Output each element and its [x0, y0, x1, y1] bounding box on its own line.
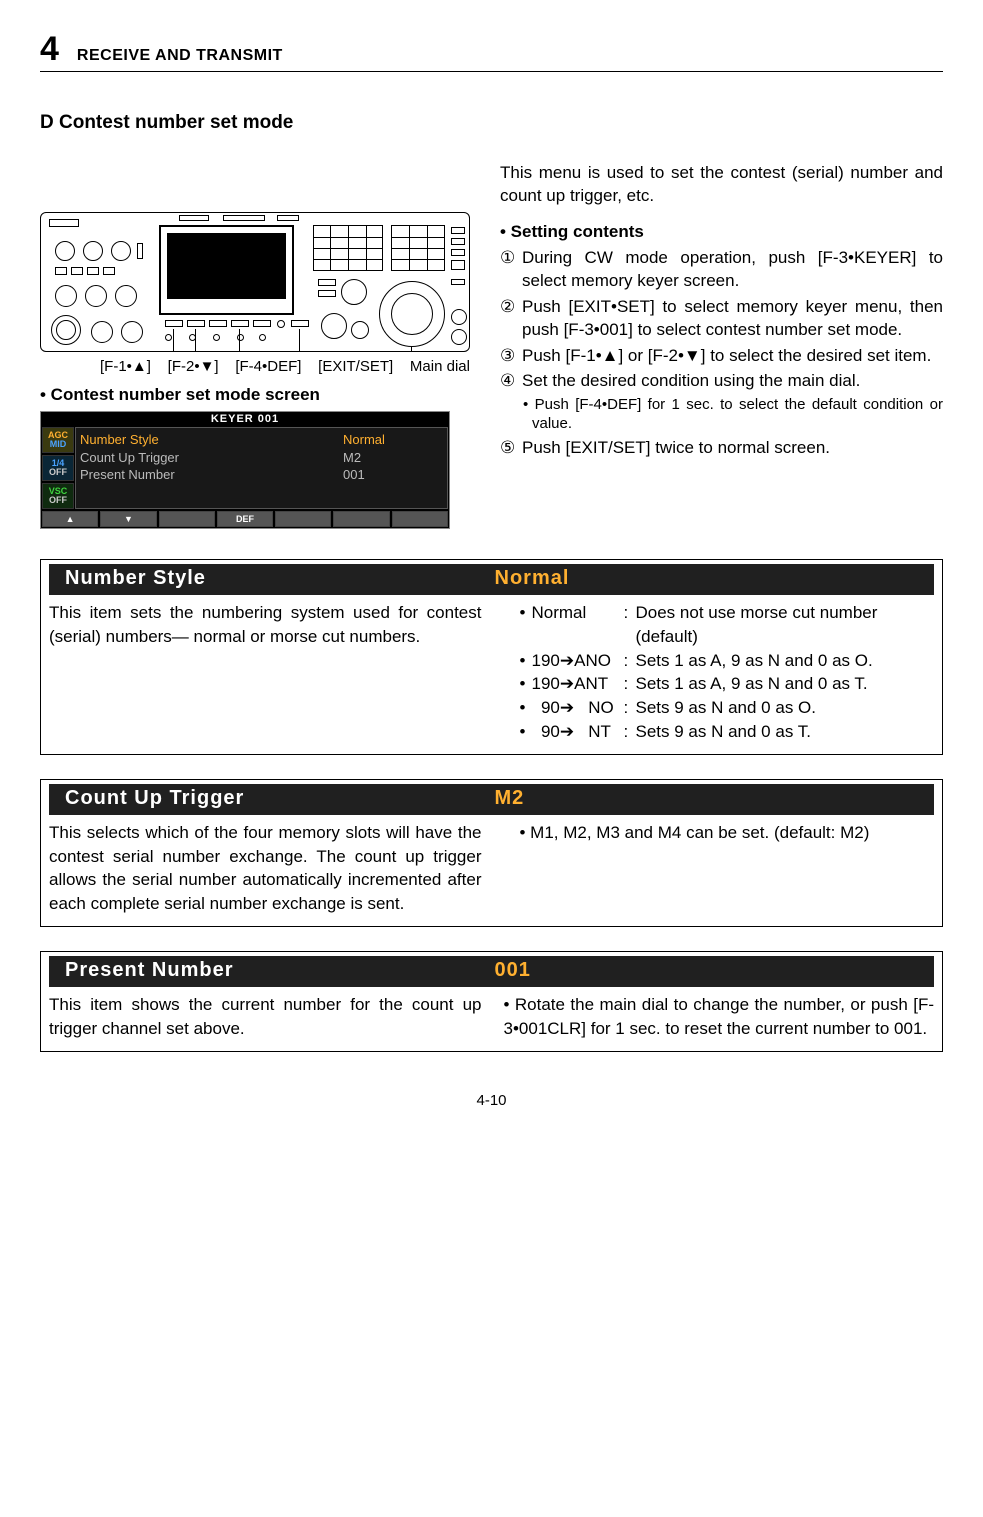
intro-paragraph: This menu is used to set the contest (se…: [500, 162, 943, 208]
setting-options: • M1, M2, M3 and M4 can be set. (default…: [502, 821, 935, 916]
step-item: ③ Push [F-1•▲] or [F-2•▼] to select the …: [500, 344, 943, 367]
setting-bar: Number Style Normal: [49, 564, 934, 595]
step-text: Set the desired condition using the main…: [522, 371, 860, 390]
chapter-title: RECEIVE AND TRANSMIT: [77, 47, 283, 65]
section-heading: D Contest number set mode: [40, 112, 943, 134]
setting-bar: Present Number 001: [49, 956, 934, 987]
softkey-button[interactable]: [333, 511, 389, 527]
screenshot-subheading: • Contest number set mode screen: [40, 385, 480, 405]
setting-options: • Rotate the main dial to change the num…: [502, 993, 935, 1041]
option-expl: Sets 9 as N and 0 as T.: [636, 720, 935, 744]
step-text: During CW mode operation, push [F-3•KEYE…: [522, 248, 943, 290]
row-label: Count Up Trigger: [80, 449, 343, 467]
option-key: Normal: [532, 601, 624, 649]
softkey-button[interactable]: [275, 511, 331, 527]
row-label: Number Style: [80, 431, 343, 449]
screenshot-row: Present Number 001: [80, 466, 443, 484]
setting-options: •Normal:Does not use morse cut number (d…: [502, 601, 935, 744]
side-label: OFF: [49, 468, 67, 477]
setting-desc: This item sets the numbering system used…: [49, 601, 482, 744]
chapter-header: 4 RECEIVE AND TRANSMIT: [40, 30, 943, 72]
diagram-label: [F-1•▲]: [100, 358, 151, 375]
softkey-button[interactable]: [392, 511, 448, 527]
setting-bar-label: Present Number: [65, 959, 495, 982]
row-value: 001: [343, 466, 443, 484]
step-text: Push [F-1•▲] or [F-2•▼] to select the de…: [522, 346, 931, 365]
screenshot-title: KEYER 001: [41, 412, 449, 426]
softkey-button[interactable]: DEF: [217, 511, 273, 527]
side-button[interactable]: 1/4 OFF: [42, 455, 74, 481]
step-marker: ②: [500, 295, 515, 318]
screenshot-row: Number Style Normal: [80, 431, 443, 449]
setting-desc: This item shows the current number for t…: [49, 993, 482, 1041]
option-row: • 90➔ NT:Sets 9 as N and 0 as T.: [502, 720, 935, 744]
steps-list: ① During CW mode operation, push [F-3•KE…: [500, 246, 943, 459]
step-item: ② Push [EXIT•SET] to select memory keyer…: [500, 295, 943, 342]
step-note: • Push [F-4•DEF] for 1 sec. to select th…: [522, 395, 943, 434]
softkey-button[interactable]: ▲: [42, 511, 98, 527]
row-value: M2: [343, 449, 443, 467]
setting-bar-label: Count Up Trigger: [65, 787, 495, 810]
softkey-button[interactable]: ▼: [100, 511, 156, 527]
option-expl: Does not use morse cut number (default): [636, 601, 935, 649]
setting-desc: This selects which of the four memory sl…: [49, 821, 482, 916]
keyer-screenshot: KEYER 001 AGC MID 1/4 OFF VSC OFF: [40, 411, 450, 529]
setting-bar-value: Normal: [495, 567, 925, 590]
step-text: Push [EXIT•SET] to select memory keyer m…: [522, 297, 943, 339]
step-text: Push [EXIT/SET] twice to normal screen.: [522, 438, 830, 457]
step-marker: ⑤: [500, 436, 515, 459]
setting-count-up-trigger: Count Up Trigger M2 This selects which o…: [40, 779, 943, 927]
setting-present-number: Present Number 001 This item shows the c…: [40, 951, 943, 1052]
diagram-label: Main dial: [410, 358, 470, 375]
option-expl: Sets 9 as N and 0 as O.: [636, 696, 935, 720]
diagram-label: [EXIT/SET]: [318, 358, 393, 375]
step-item: ⑤ Push [EXIT/SET] twice to normal screen…: [500, 436, 943, 459]
option-key: 190➔ANT: [532, 672, 624, 696]
side-label: MID: [50, 440, 67, 449]
option-expl: Sets 1 as A, 9 as N and 0 as T.: [636, 672, 935, 696]
option-key: 190➔ANO: [532, 649, 624, 673]
radio-line-diagram: [F-1•▲] [F-2•▼] [F-4•DEF] [EXIT/SET] Mai…: [40, 212, 480, 375]
setting-number-style: Number Style Normal This item sets the n…: [40, 559, 943, 755]
setting-bar-value: 001: [495, 959, 925, 982]
side-button[interactable]: AGC MID: [42, 427, 74, 453]
row-label: Present Number: [80, 466, 343, 484]
step-item: ① During CW mode operation, push [F-3•KE…: [500, 246, 943, 293]
row-value: Normal: [343, 431, 443, 449]
step-marker: ④: [500, 369, 515, 392]
side-button[interactable]: VSC OFF: [42, 483, 74, 509]
setting-contents-head: • Setting contents: [500, 222, 943, 242]
chapter-number: 4: [40, 30, 59, 69]
diagram-label: [F-4•DEF]: [235, 358, 301, 375]
option-key: 90➔ NO: [532, 696, 624, 720]
step-item: ④ Set the desired condition using the ma…: [500, 369, 943, 433]
step-marker: ①: [500, 246, 515, 269]
option-row: • 90➔ NO:Sets 9 as N and 0 as O.: [502, 696, 935, 720]
option-key: 90➔ NT: [532, 720, 624, 744]
option-row: •190➔ANT:Sets 1 as A, 9 as N and 0 as T.: [502, 672, 935, 696]
setting-bar-value: M2: [495, 787, 925, 810]
page-number: 4-10: [40, 1092, 943, 1109]
option-expl: Sets 1 as A, 9 as N and 0 as O.: [636, 649, 935, 673]
screenshot-row: Count Up Trigger M2: [80, 449, 443, 467]
side-label: OFF: [49, 496, 67, 505]
option-line: • Rotate the main dial to change the num…: [502, 993, 935, 1041]
option-row: •Normal:Does not use morse cut number (d…: [502, 601, 935, 649]
step-marker: ③: [500, 344, 515, 367]
softkey-button[interactable]: [159, 511, 215, 527]
option-line: • M1, M2, M3 and M4 can be set. (default…: [502, 821, 935, 845]
option-row: •190➔ANO:Sets 1 as A, 9 as N and 0 as O.: [502, 649, 935, 673]
diagram-label: [F-2•▼]: [168, 358, 219, 375]
setting-bar: Count Up Trigger M2: [49, 784, 934, 815]
setting-bar-label: Number Style: [65, 567, 495, 590]
